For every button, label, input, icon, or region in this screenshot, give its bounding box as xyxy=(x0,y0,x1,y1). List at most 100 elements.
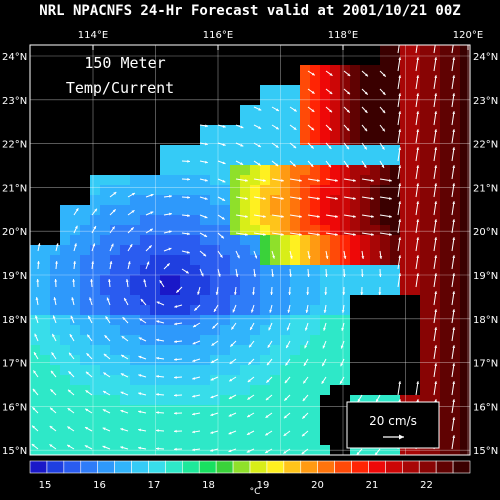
temperature-cell xyxy=(120,235,130,245)
temperature-cell xyxy=(160,245,170,255)
current-arrow-head xyxy=(204,160,208,164)
temperature-cell xyxy=(390,195,400,205)
temperature-cell xyxy=(300,345,310,355)
current-arrow-head xyxy=(382,128,385,132)
temperature-cell xyxy=(290,365,300,375)
temperature-cell xyxy=(210,145,220,155)
current-arrow-head xyxy=(452,237,456,240)
temperature-cell xyxy=(310,165,320,175)
current-arrow-head xyxy=(193,324,197,328)
temperature-cell xyxy=(90,245,100,255)
temperature-cell xyxy=(170,145,180,155)
temperature-cell xyxy=(150,245,160,255)
current-arrow-head xyxy=(340,345,344,349)
current-arrow-head xyxy=(192,394,196,398)
temperature-cell xyxy=(400,245,410,255)
temperature-cell xyxy=(160,375,170,385)
temperature-cell xyxy=(330,285,340,295)
temperature-cell xyxy=(30,305,40,315)
temperature-cell xyxy=(230,395,240,405)
temperature-cell xyxy=(380,395,390,405)
temperature-cell xyxy=(440,345,450,355)
temperature-cell xyxy=(300,435,310,445)
temperature-cell xyxy=(380,125,390,135)
temperature-cell xyxy=(450,315,460,325)
current-arrow-head xyxy=(174,447,177,451)
temperature-cell xyxy=(140,325,150,335)
temperature-cell xyxy=(430,285,440,295)
temperature-cell xyxy=(200,125,210,135)
temperature-cell xyxy=(90,375,100,385)
colorbar-tick-label: 20 xyxy=(311,480,324,491)
current-arrow-head xyxy=(363,164,367,168)
current-arrow-head xyxy=(328,146,332,149)
current-arrow-head xyxy=(251,309,254,313)
current-arrow-head xyxy=(452,201,456,204)
temperature-cell xyxy=(390,45,400,55)
temperature-cell xyxy=(100,265,110,275)
temperature-cell xyxy=(120,435,130,445)
temperature-cell xyxy=(70,325,80,335)
temperature-cell xyxy=(260,105,270,115)
temperature-cell xyxy=(220,275,230,285)
temperature-cell xyxy=(390,105,400,115)
temperature-cell xyxy=(460,155,470,165)
temperature-cell xyxy=(240,265,250,275)
temperature-cell xyxy=(160,435,170,445)
temperature-cell xyxy=(350,185,360,195)
current-arrow-head xyxy=(131,193,135,196)
current-arrow-head xyxy=(106,297,110,301)
current-arrow-head xyxy=(111,226,115,230)
latitude-tick-label-left: 23°N xyxy=(2,96,27,107)
temperature-cell xyxy=(260,415,270,425)
current-arrow-head xyxy=(36,279,40,282)
temperature-cell xyxy=(270,245,280,255)
current-arrow-head xyxy=(301,451,305,454)
temperature-cell xyxy=(390,65,400,75)
current-arrow-head xyxy=(342,292,346,295)
current-arrow-head xyxy=(228,449,232,453)
temperature-cell xyxy=(190,295,200,305)
current-arrow-head xyxy=(416,273,420,276)
temperature-cell xyxy=(200,395,210,405)
temperature-cell xyxy=(340,295,350,305)
temperature-cell xyxy=(240,335,250,345)
temperature-cell xyxy=(300,215,310,225)
current-arrow-head xyxy=(139,318,143,322)
current-arrow-head xyxy=(140,298,144,302)
current-arrow-head xyxy=(150,193,154,197)
temperature-cell xyxy=(50,345,60,355)
temperature-cell xyxy=(170,225,180,235)
temperature-cell xyxy=(240,355,250,365)
temperature-cell xyxy=(420,235,430,245)
current-arrow-head xyxy=(376,398,379,402)
temperature-cell xyxy=(150,275,160,285)
temperature-cell xyxy=(170,245,180,255)
current-arrow-head xyxy=(371,197,374,200)
temperature-cell xyxy=(460,355,470,365)
current-arrow-head xyxy=(341,310,345,313)
current-arrow-head xyxy=(88,315,91,319)
current-arrow-head xyxy=(73,261,77,264)
temperature-cell xyxy=(170,265,180,275)
temperature-cell xyxy=(220,365,230,375)
temperature-cell xyxy=(440,195,450,205)
temperature-cell xyxy=(220,405,230,415)
temperature-cell xyxy=(410,55,420,65)
current-arrow-head xyxy=(328,127,332,131)
temperature-cell xyxy=(60,425,70,435)
latitude-tick-label-right: 20°N xyxy=(473,227,498,238)
temperature-cell xyxy=(250,115,260,125)
temperature-cell xyxy=(430,215,440,225)
temperature-cell xyxy=(30,275,40,285)
temperature-cell xyxy=(400,285,410,295)
temperature-cell xyxy=(110,355,120,365)
temperature-cell xyxy=(200,345,210,355)
current-arrow-head xyxy=(127,261,131,265)
temperature-cell xyxy=(450,45,460,55)
temperature-cell xyxy=(40,385,50,395)
temperature-cell xyxy=(200,155,210,165)
temperature-cell xyxy=(50,405,60,415)
current-arrow-head xyxy=(192,448,195,452)
temperature-cell xyxy=(250,315,260,325)
